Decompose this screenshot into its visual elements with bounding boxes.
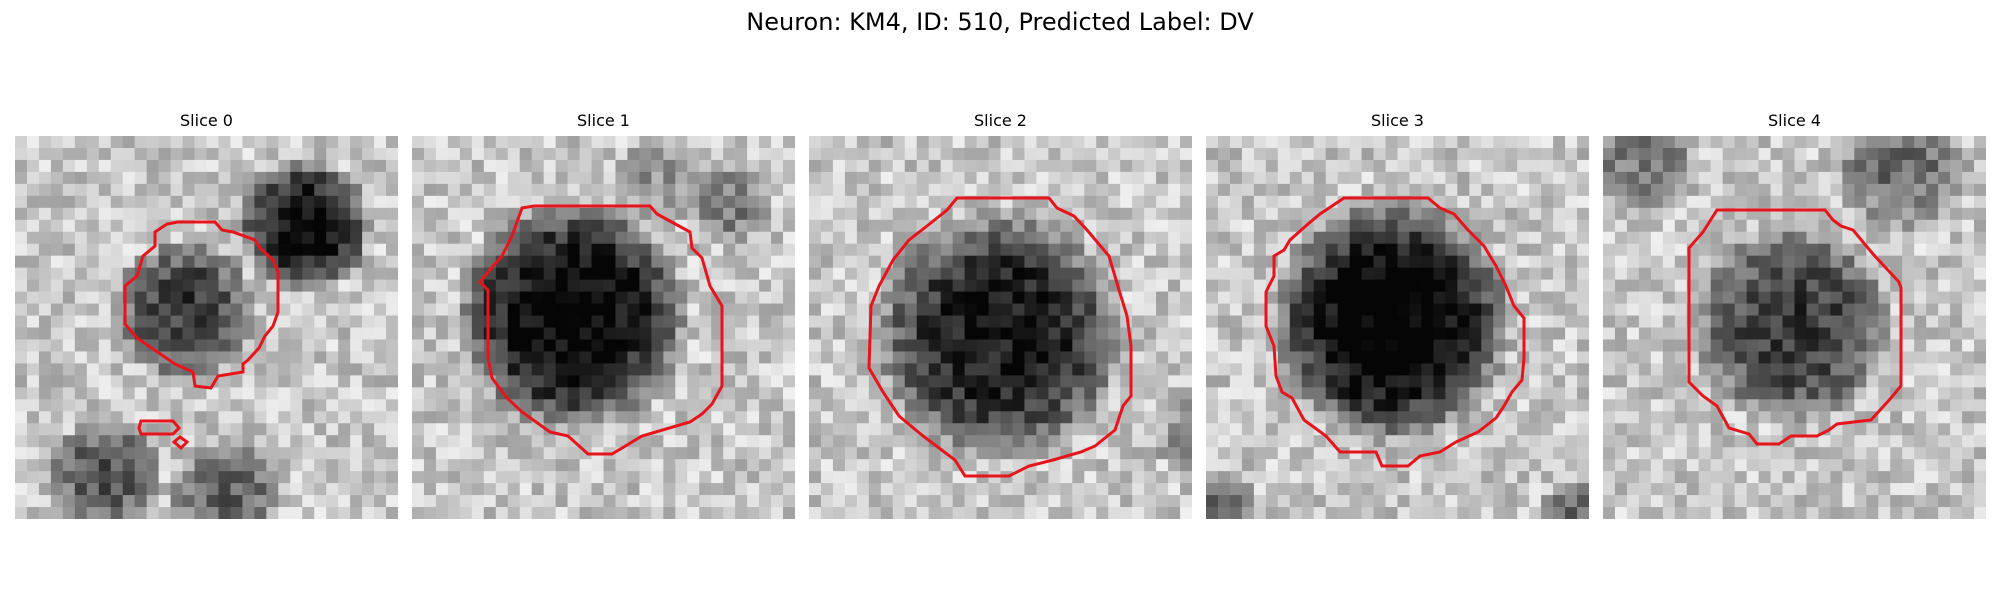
slice-image-3 [1206,136,1589,519]
microscopy-image-1 [412,136,795,519]
slice-panel-1: Slice 1 [412,110,795,519]
figure-title: Neuron: KM4, ID: 510, Predicted Label: D… [746,8,1254,36]
slice-image-1 [412,136,795,519]
microscopy-image-4 [1603,136,1986,519]
slice-image-4 [1603,136,1986,519]
segmentation-contour-2 [867,196,1133,478]
microscopy-image-0 [15,136,398,519]
slice-title-1: Slice 1 [577,111,630,130]
slice-panel-2: Slice 2 [809,110,1192,519]
microscopy-image-3 [1206,136,1589,519]
contour-fragment-a [137,419,182,436]
segmentation-contour-0 [123,220,280,451]
contour-fragment-b [171,435,190,451]
slice-title-3: Slice 3 [1371,111,1424,130]
slice-panel-3: Slice 3 [1206,110,1589,519]
segmentation-contour-4 [1687,208,1903,446]
slice-title-2: Slice 2 [974,111,1027,130]
slice-image-0 [15,136,398,519]
slice-panel-4: Slice 4 [1603,110,1986,519]
segmentation-contour-1 [477,204,724,456]
slice-title-0: Slice 0 [180,111,233,130]
slice-image-2 [809,136,1192,519]
segmentation-contour-3 [1264,196,1526,468]
slice-title-4: Slice 4 [1768,111,1821,130]
slice-panel-0: Slice 0 [15,110,398,519]
contour-main [123,220,280,390]
